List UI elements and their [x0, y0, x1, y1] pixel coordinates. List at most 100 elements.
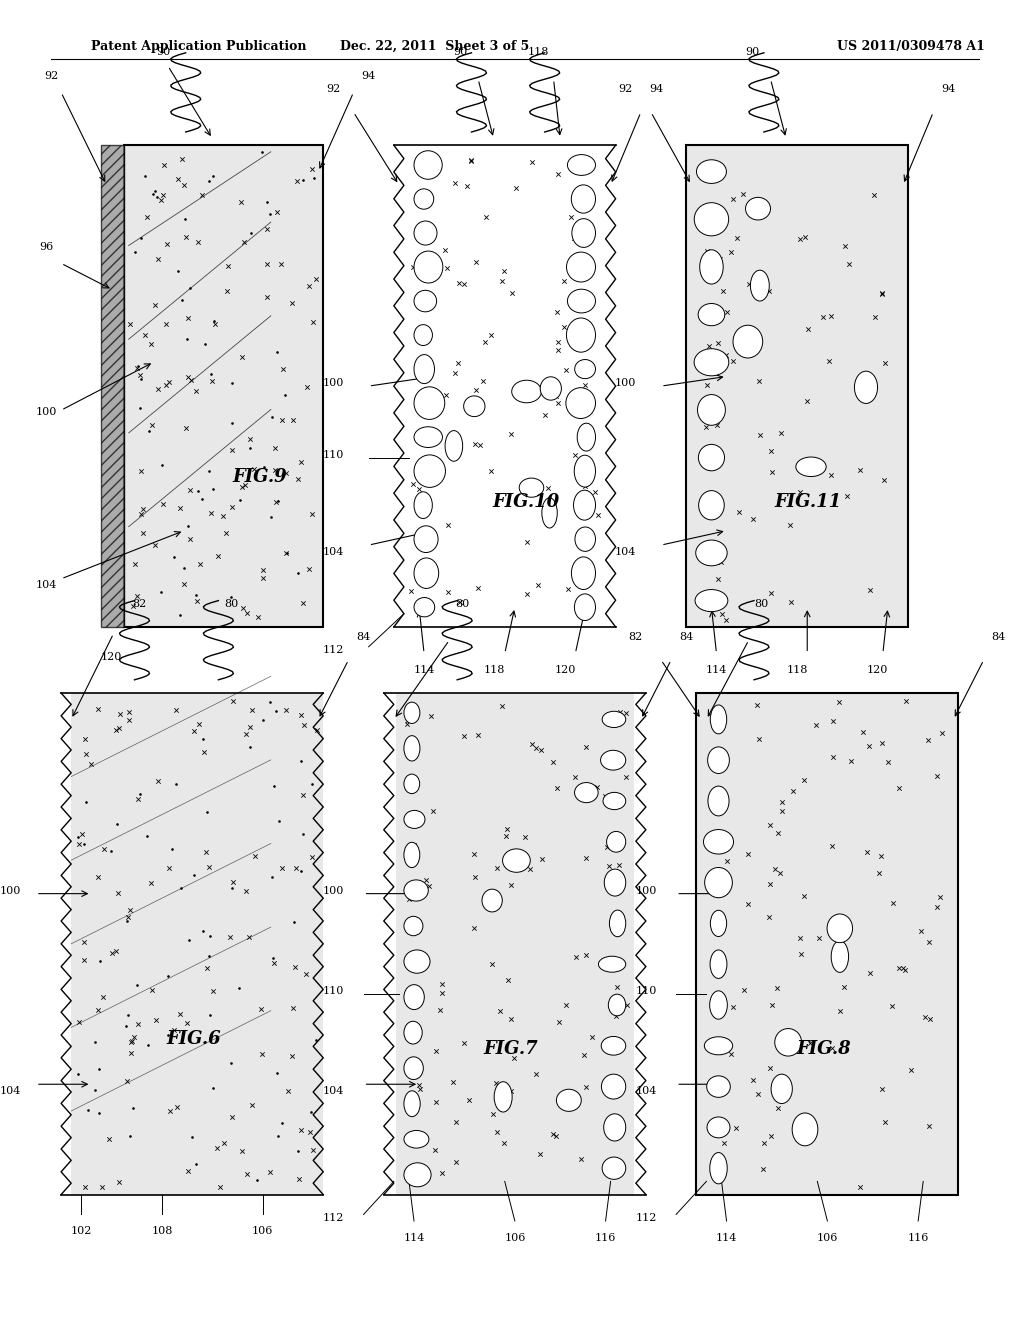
Point [103, 942, 120, 964]
Point [262, 203, 279, 224]
Text: 100: 100 [635, 886, 656, 896]
Point [197, 334, 213, 355]
Point [276, 384, 293, 405]
Point [493, 1001, 509, 1022]
Point [877, 1111, 893, 1133]
Ellipse shape [403, 735, 420, 762]
Point [402, 581, 419, 602]
Point [415, 499, 431, 520]
Point [601, 855, 617, 876]
Point [263, 407, 280, 428]
Point [182, 479, 199, 500]
Ellipse shape [414, 525, 438, 553]
Point [873, 1078, 890, 1100]
Point [236, 231, 252, 252]
Point [521, 858, 538, 879]
Point [244, 700, 260, 721]
Point [556, 317, 572, 338]
Point [916, 1007, 933, 1028]
Ellipse shape [698, 304, 725, 326]
Point [885, 892, 901, 913]
Point [447, 1151, 464, 1172]
Point [147, 294, 164, 315]
Point [259, 191, 275, 213]
Point [121, 710, 137, 731]
Point [468, 380, 484, 401]
Ellipse shape [414, 150, 442, 180]
Text: FIG.9: FIG.9 [232, 469, 287, 487]
Point [293, 451, 309, 473]
Point [267, 437, 284, 458]
Point [132, 368, 148, 389]
Point [121, 702, 137, 723]
Point [815, 306, 831, 327]
Ellipse shape [403, 1057, 423, 1080]
Ellipse shape [519, 478, 544, 498]
Point [246, 458, 262, 479]
Point [567, 767, 584, 788]
Point [699, 240, 716, 261]
Point [562, 257, 579, 279]
Text: 118: 118 [484, 665, 506, 676]
Point [255, 560, 271, 581]
Ellipse shape [708, 787, 729, 816]
Text: 120: 120 [867, 665, 889, 676]
Point [204, 371, 220, 392]
Point [852, 1176, 868, 1197]
Point [551, 1011, 567, 1032]
Point [761, 906, 777, 927]
Point [111, 1171, 127, 1192]
Point [792, 928, 808, 949]
Ellipse shape [574, 527, 596, 552]
Point [774, 792, 791, 813]
Point [186, 865, 203, 886]
Point [575, 1044, 592, 1065]
Point [290, 1140, 306, 1162]
Point [100, 1129, 117, 1150]
Point [427, 1092, 443, 1113]
Point [873, 733, 890, 754]
Point [168, 774, 184, 795]
Point [205, 165, 221, 186]
Point [820, 351, 837, 372]
Point [503, 1008, 519, 1030]
Ellipse shape [574, 455, 596, 487]
Point [270, 491, 287, 512]
Point [137, 166, 154, 187]
Point [398, 714, 415, 735]
Ellipse shape [600, 750, 626, 770]
Point [241, 925, 257, 946]
Point [195, 920, 211, 941]
Point [401, 888, 418, 909]
Point [130, 1014, 146, 1035]
Text: 110: 110 [635, 986, 656, 997]
Point [203, 503, 219, 524]
Point [242, 717, 258, 738]
Ellipse shape [414, 558, 438, 589]
Point [130, 788, 146, 809]
Text: Patent Application Publication: Patent Application Publication [91, 40, 307, 53]
Point [140, 1035, 157, 1056]
Point [577, 475, 593, 496]
Point [254, 568, 270, 589]
Point [200, 801, 216, 822]
Point [782, 515, 799, 536]
Point [452, 591, 468, 612]
Point [119, 1071, 135, 1092]
Point [76, 949, 92, 970]
Point [145, 183, 162, 205]
Point [527, 737, 544, 758]
Point [189, 231, 206, 252]
Text: FIG.6: FIG.6 [166, 1030, 220, 1048]
Point [800, 318, 816, 339]
Point [223, 586, 240, 607]
Point [607, 1117, 624, 1138]
Point [400, 710, 417, 731]
Ellipse shape [694, 203, 729, 236]
Point [725, 189, 741, 210]
Point [529, 574, 546, 595]
Text: 80: 80 [456, 599, 470, 610]
Point [550, 392, 566, 413]
Point [187, 1154, 204, 1175]
Point [439, 513, 456, 535]
